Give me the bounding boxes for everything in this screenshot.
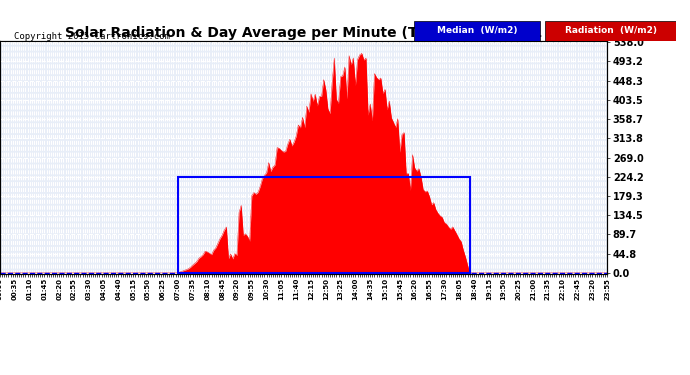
- Bar: [178, 177, 470, 273]
- Text: Median  (W/m2): Median (W/m2): [437, 26, 518, 35]
- FancyBboxPatch shape: [414, 21, 540, 40]
- Text: Copyright 2015 Cartronics.com: Copyright 2015 Cartronics.com: [14, 32, 170, 41]
- FancyBboxPatch shape: [545, 21, 676, 40]
- Title: Solar Radiation & Day Average per Minute (Today) 20151021: Solar Radiation & Day Average per Minute…: [65, 26, 542, 40]
- Text: Radiation  (W/m2): Radiation (W/m2): [564, 26, 657, 35]
